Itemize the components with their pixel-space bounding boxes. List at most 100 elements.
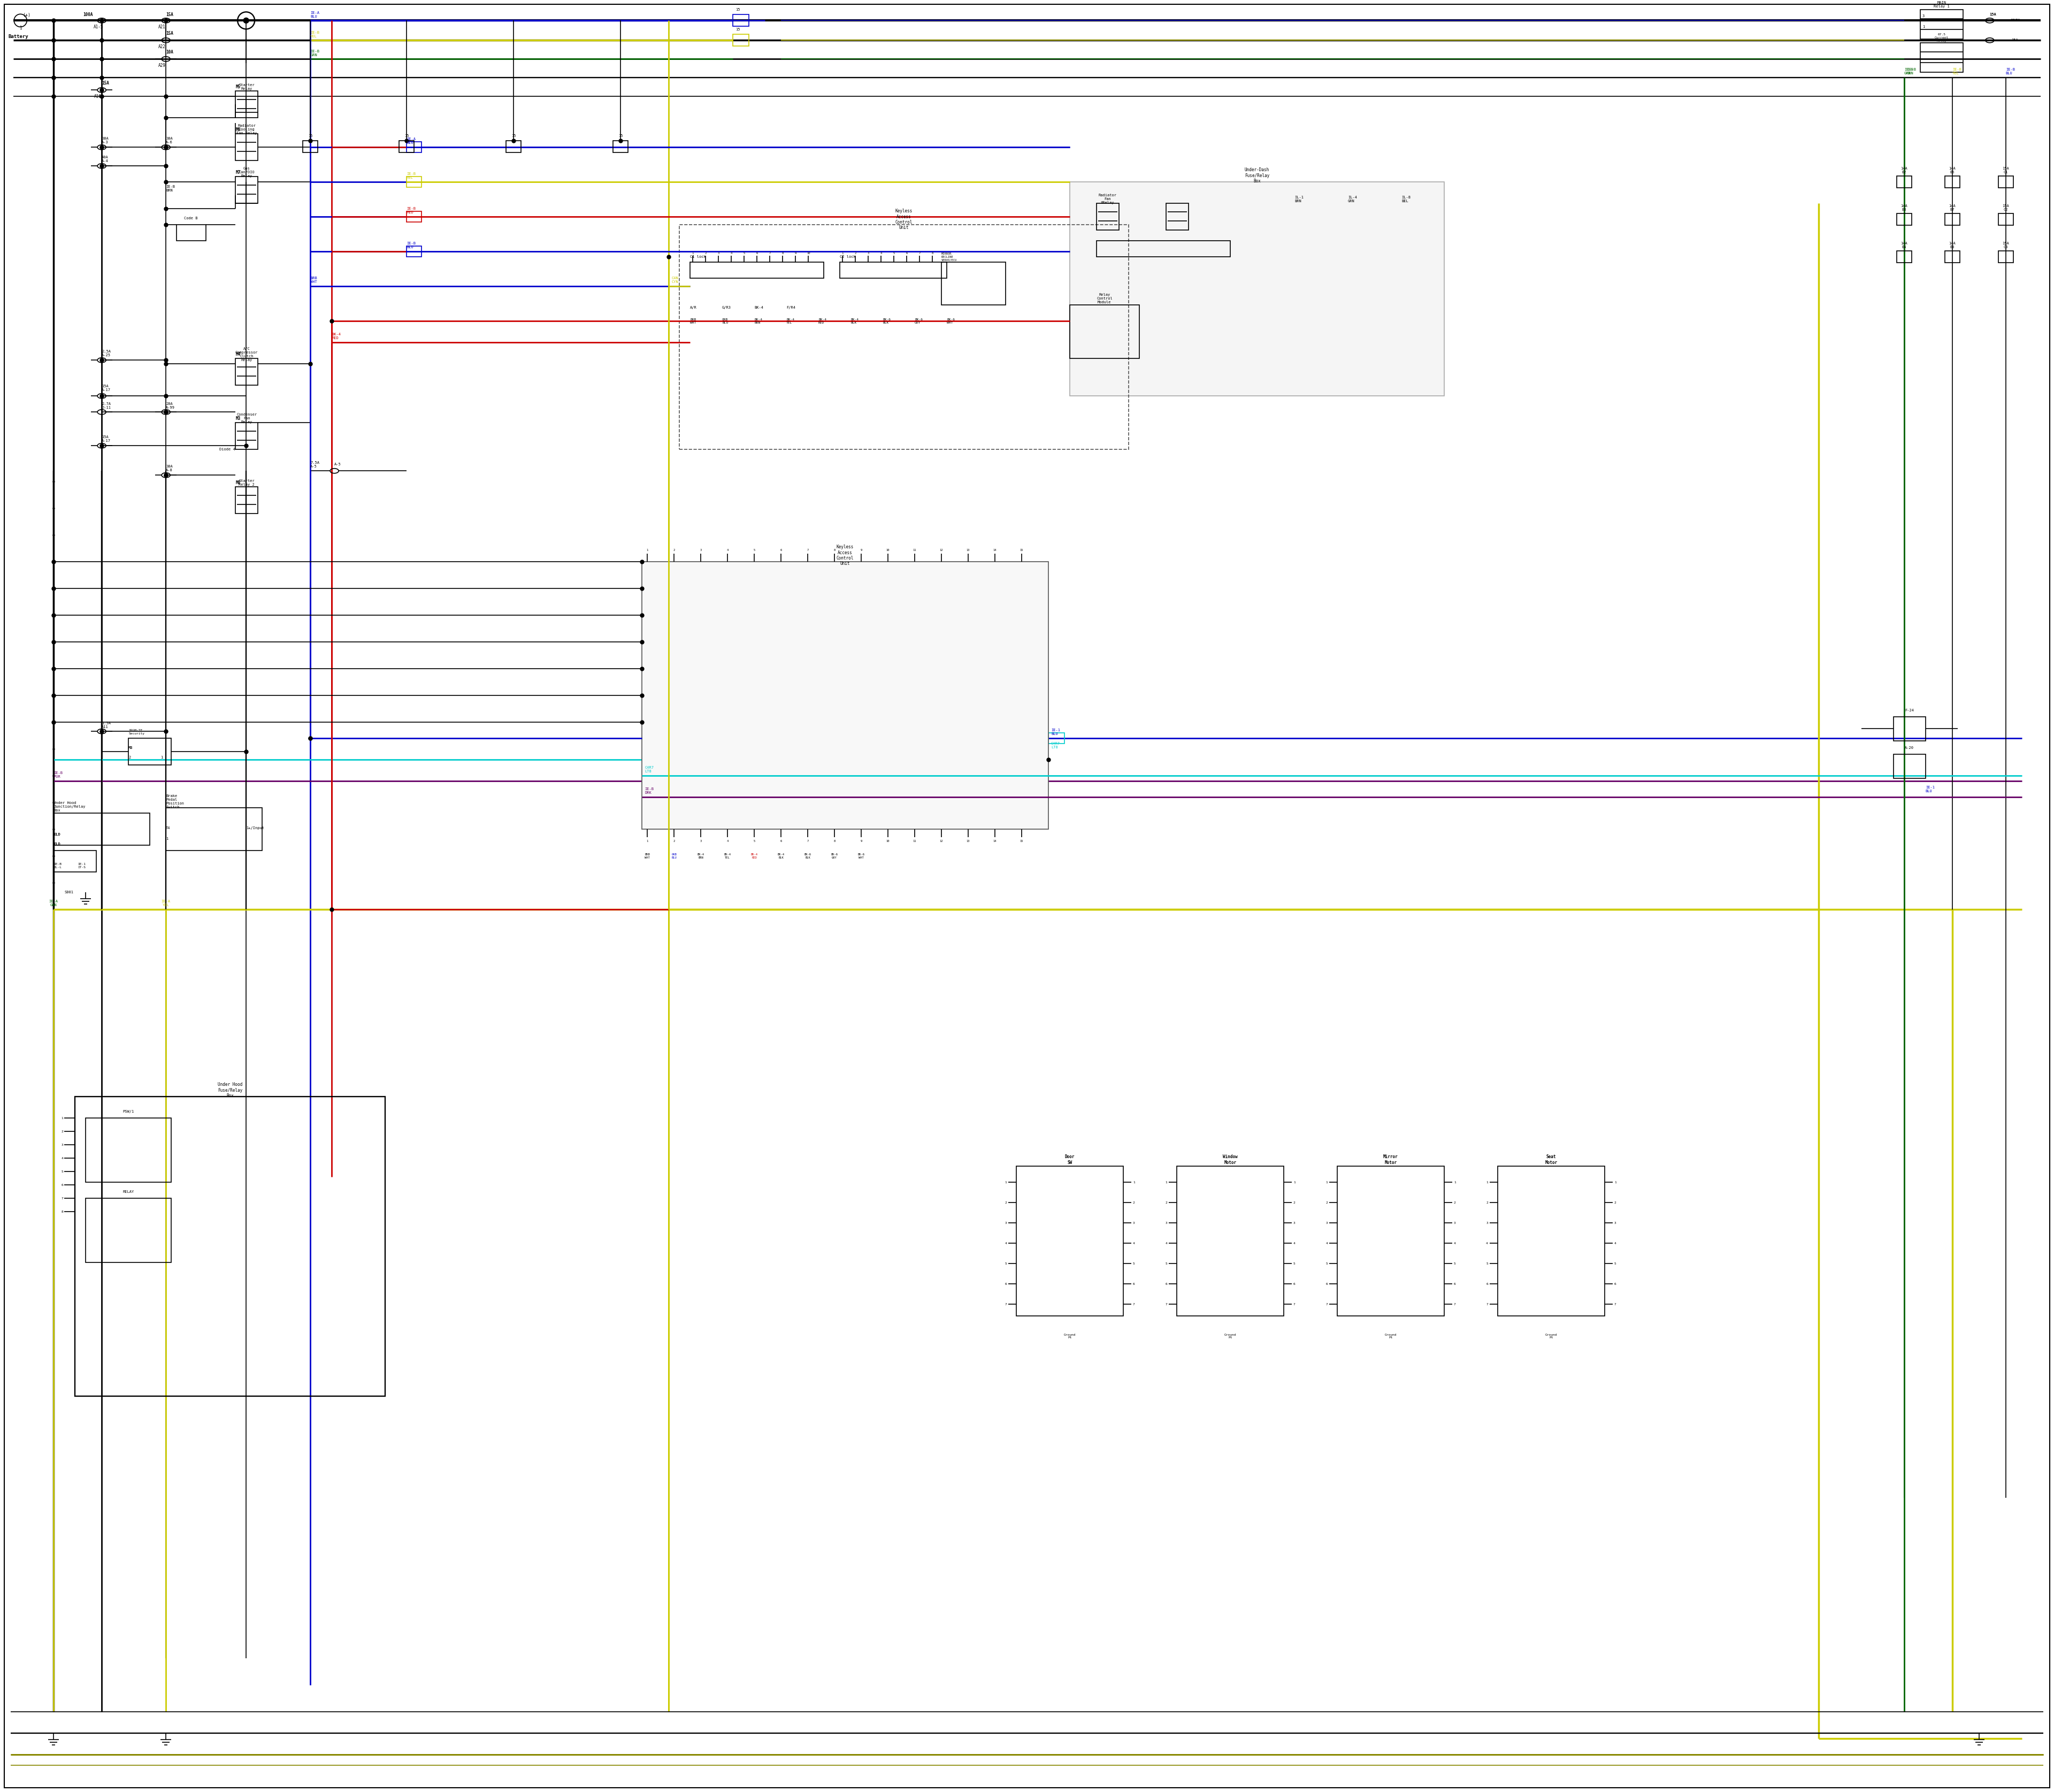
- Text: IL-4
GRN: IL-4 GRN: [1347, 195, 1358, 202]
- Bar: [407, 246, 421, 256]
- Text: Under Hood
Junction/Relay
Box: Under Hood Junction/Relay Box: [53, 801, 86, 812]
- Text: F-24: F-24: [1904, 710, 1914, 711]
- Text: 13: 13: [967, 840, 969, 842]
- Text: 14A
B4: 14A B4: [1900, 242, 1908, 249]
- Text: 15A
A-17: 15A A-17: [103, 385, 111, 391]
- Bar: [129, 738, 170, 765]
- Text: IE-B
RED: IE-B RED: [407, 206, 415, 213]
- Bar: [612, 142, 629, 152]
- Text: Starter
Relay: Starter Relay: [238, 84, 255, 90]
- Bar: [86, 1118, 170, 1183]
- Bar: [407, 177, 421, 188]
- Bar: [1070, 305, 1140, 358]
- Bar: [840, 262, 947, 278]
- Text: IE-A
GRN: IE-A GRN: [49, 900, 58, 907]
- Text: IE-B
GRN: IE-B GRN: [310, 50, 320, 57]
- Bar: [407, 211, 421, 222]
- Text: Under Hood
Fuse/Relay
Box: Under Hood Fuse/Relay Box: [218, 1082, 242, 1098]
- Text: IE-B
BLU: IE-B BLU: [2007, 68, 2015, 75]
- Bar: [86, 1199, 170, 1263]
- Text: 14A
B8: 14A B8: [1949, 242, 1955, 249]
- Bar: [236, 487, 259, 514]
- Bar: [690, 262, 824, 278]
- Text: (+): (+): [23, 13, 31, 18]
- Text: Seat
Motor: Seat Motor: [1545, 1154, 1557, 1165]
- Text: M8: M8: [236, 480, 240, 486]
- Text: 14: 14: [994, 548, 996, 552]
- Bar: [177, 224, 205, 240]
- Bar: [1896, 213, 1912, 226]
- Text: A16: A16: [94, 93, 101, 99]
- Text: 15A
C1: 15A C1: [2003, 167, 2009, 174]
- Bar: [733, 34, 750, 47]
- Text: G/R3: G/R3: [723, 306, 731, 310]
- Bar: [407, 142, 421, 152]
- Text: IE-1
BLU: IE-1 BLU: [1925, 785, 1935, 792]
- Bar: [1337, 1167, 1444, 1315]
- Bar: [1177, 1167, 1284, 1315]
- Text: 10: 10: [885, 548, 889, 552]
- Text: BRB
WHT: BRB WHT: [645, 853, 649, 858]
- Text: BK-4: BK-4: [754, 306, 764, 310]
- Bar: [1894, 717, 1925, 740]
- Text: 15: 15: [308, 134, 312, 138]
- Bar: [1070, 183, 1444, 396]
- Bar: [236, 91, 259, 118]
- Text: IE-B
GRN: IE-B GRN: [1906, 68, 1916, 75]
- Text: 11: 11: [912, 840, 916, 842]
- Text: IE-B
BRN: IE-B BRN: [166, 185, 175, 192]
- Text: M6: M6: [236, 127, 240, 133]
- Text: 1: 1: [18, 25, 23, 30]
- Text: A29: A29: [158, 63, 166, 68]
- Text: BK-4
TEL: BK-4 TEL: [723, 853, 731, 858]
- Bar: [1999, 213, 2013, 226]
- Text: BK-6
BLK: BK-6 BLK: [805, 853, 811, 858]
- Text: 10A: 10A: [166, 50, 173, 54]
- Text: IE-1
BLU: IE-1 BLU: [1052, 728, 1060, 735]
- Bar: [236, 423, 259, 450]
- Bar: [941, 262, 1006, 305]
- Bar: [1097, 204, 1119, 229]
- Text: C4R7
LT8: C4R7 LT8: [1052, 742, 1060, 749]
- Text: 15A: 15A: [166, 30, 173, 36]
- Text: Keyless
Access
Control
Unit: Keyless Access Control Unit: [836, 545, 854, 566]
- Circle shape: [244, 18, 249, 23]
- Bar: [680, 224, 1128, 450]
- Text: RELAY: RELAY: [123, 1190, 134, 1193]
- Text: A/R: A/R: [690, 306, 696, 310]
- Text: M3: M3: [129, 745, 134, 749]
- Text: ELD: ELD: [53, 842, 60, 846]
- Bar: [1999, 251, 2013, 263]
- Bar: [1920, 43, 1964, 72]
- Text: A1-5: A1-5: [94, 25, 103, 29]
- Text: 1+/Input: 1+/Input: [246, 826, 265, 830]
- Text: 3: 3: [1923, 14, 1925, 18]
- Text: MAIN: MAIN: [2011, 20, 2021, 22]
- Text: BRB
WHT: BRB WHT: [310, 276, 316, 283]
- Text: 67.5
Current
Relay: 67.5 Current Relay: [1935, 34, 1949, 41]
- Text: 10: 10: [885, 840, 889, 842]
- Bar: [1017, 1167, 1124, 1315]
- Bar: [1896, 251, 1912, 263]
- Text: M4: M4: [236, 351, 240, 357]
- Text: Battery: Battery: [8, 34, 29, 39]
- Bar: [1945, 213, 1960, 226]
- Bar: [1896, 176, 1912, 188]
- Text: BK-6
GRY: BK-6 GRY: [914, 319, 922, 324]
- Text: BK-6
GRY: BK-6 GRY: [832, 853, 838, 858]
- Text: 14A
B2: 14A B2: [1900, 167, 1908, 174]
- Bar: [53, 814, 150, 846]
- Text: IE-B
IL-L: IE-B IL-L: [53, 862, 62, 869]
- Bar: [1894, 754, 1925, 778]
- Text: Ground
Pt: Ground Pt: [1064, 1333, 1076, 1339]
- Text: BK-4
RED: BK-4 RED: [331, 333, 341, 339]
- Text: T4: T4: [166, 826, 170, 830]
- Text: Keyless
Access
Control
Unit: Keyless Access Control Unit: [896, 208, 912, 229]
- Text: M7: M7: [236, 170, 240, 176]
- Text: 15: 15: [1021, 548, 1023, 552]
- Text: IPGM-TE
Security: IPGM-TE Security: [129, 729, 144, 735]
- Text: 2: 2: [129, 756, 131, 760]
- Bar: [236, 134, 259, 161]
- Bar: [1999, 176, 2013, 188]
- Text: 30A
A-6: 30A A-6: [166, 136, 173, 143]
